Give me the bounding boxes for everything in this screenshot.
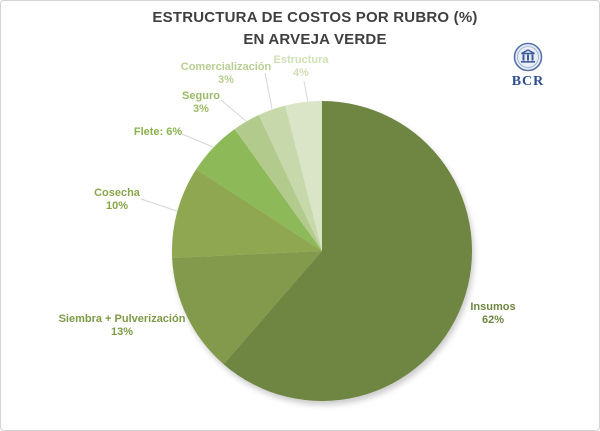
label-estructura-name: Estructura	[273, 54, 329, 66]
label-cosecha-name: Cosecha	[94, 187, 140, 199]
leader-lines	[140, 72, 309, 212]
pie-slices	[171, 101, 473, 402]
pie-slice-4[interactable]	[234, 115, 322, 251]
leader-line-estructura	[303, 80, 309, 104]
label-comercializacion-pct: 3%	[218, 74, 234, 86]
label-siembra-name: Siembra + Pulverización	[58, 313, 186, 325]
label-insumos-pct: 62%	[481, 314, 505, 326]
label-cosecha-pct: 10%	[105, 200, 129, 212]
label-cosecha: Cosecha 10%	[72, 187, 162, 213]
bcr-logo: BCR	[504, 41, 552, 90]
pie-slice-1[interactable]	[172, 251, 322, 365]
label-insumos-name: Insumos	[470, 301, 516, 313]
label-seguro: Seguro 3%	[156, 90, 246, 116]
leader-line-flete	[181, 133, 214, 148]
leader-line-comercializacion	[264, 72, 273, 110]
label-insumos: Insumos 62%	[448, 301, 538, 327]
chart-title-line2: EN ARVEJA VERDE	[243, 31, 387, 48]
label-comercializacion: Comercialización 3%	[161, 61, 291, 87]
pie-slice-2[interactable]	[171, 169, 322, 258]
label-seguro-pct: 3%	[193, 103, 209, 115]
label-flete: Flete: 6%	[113, 126, 203, 139]
label-estructura-pct: 4%	[293, 67, 309, 79]
label-seguro-name: Seguro	[182, 90, 220, 102]
chart-title: ESTRUCTURA DE COSTOS POR RUBRO (%) EN AR…	[31, 7, 599, 51]
chart-title-line1: ESTRUCTURA DE COSTOS POR RUBRO (%)	[152, 9, 478, 26]
pie-slice-5[interactable]	[258, 105, 322, 252]
leader-line-cosecha	[140, 198, 178, 212]
pie-slice-3[interactable]	[196, 129, 322, 251]
pie-slice-0[interactable]	[223, 101, 473, 402]
bcr-seal-icon	[513, 42, 543, 72]
bcr-logo-text: BCR	[511, 74, 545, 89]
leader-line-seguro	[220, 99, 247, 122]
label-estructura: Estructura 4%	[256, 54, 346, 80]
label-comercializacion-name: Comercialización	[180, 61, 272, 73]
label-siembra-pulverizacion: Siembra + Pulverización 13%	[27, 313, 217, 339]
label-siembra-pct: 13%	[110, 326, 134, 338]
label-flete-name: Flete: 6%	[133, 126, 183, 138]
pie-slice-6[interactable]	[285, 101, 322, 251]
